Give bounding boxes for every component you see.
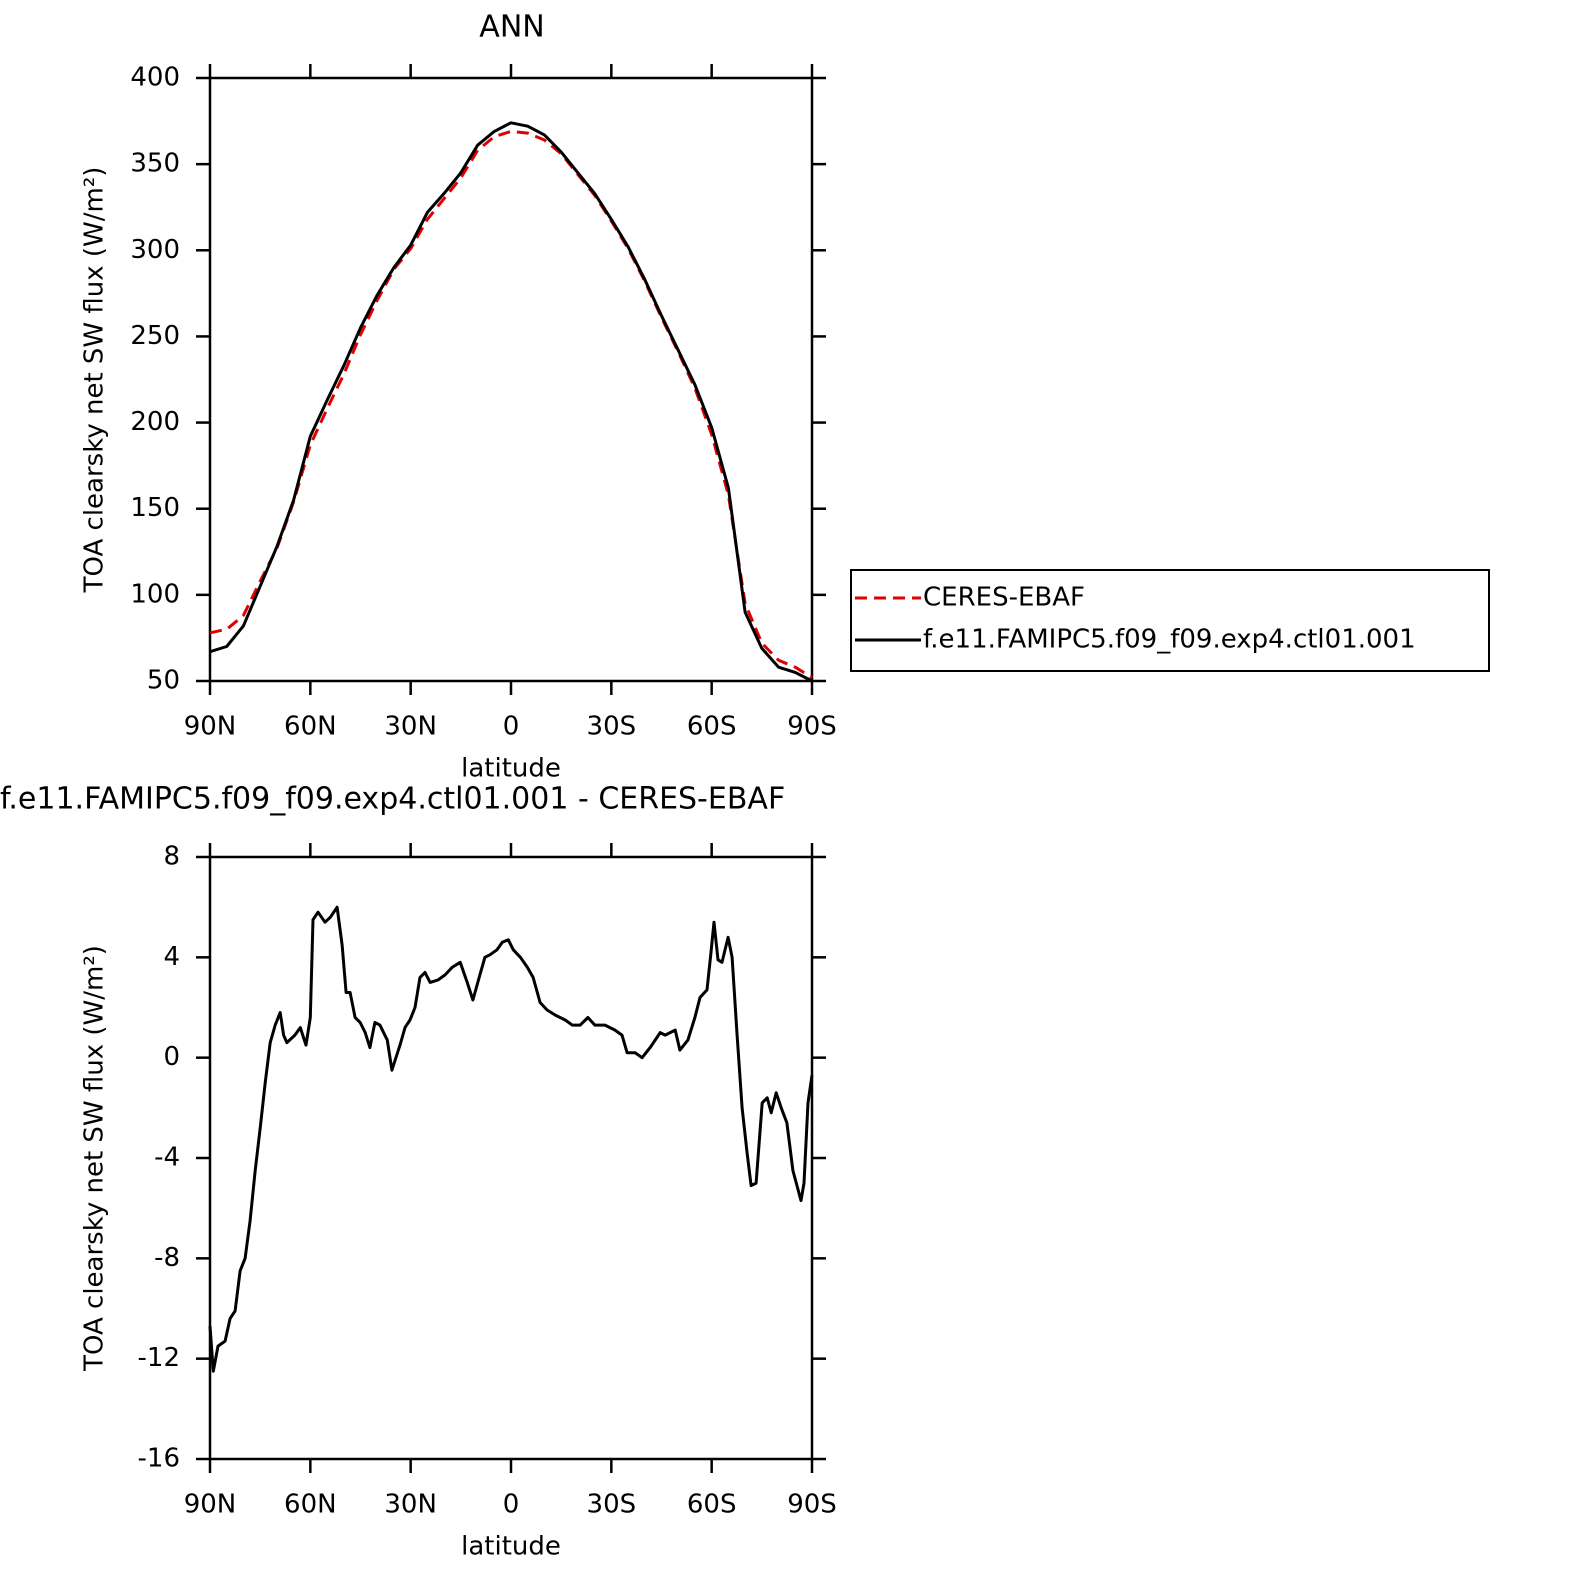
x-tick-label: 60S	[687, 712, 737, 742]
data-line	[209, 129, 813, 679]
x-tick-label: 30N	[384, 1490, 437, 1520]
y-axis-label: TOA clearsky net SW flux (W/m²)	[80, 167, 110, 594]
plot-frame	[208, 855, 814, 1461]
y-tick-label: -12	[138, 1343, 180, 1373]
x-tick-label: 90N	[184, 712, 237, 742]
y-tick-label: 100	[130, 579, 180, 609]
y-tick-label: 8	[163, 842, 180, 872]
y-tick-label: 0	[163, 1042, 180, 1072]
x-tick-label: 30S	[587, 1490, 637, 1520]
legend-label: CERES-EBAF	[923, 583, 1085, 613]
chart-title: f.e11.FAMIPC5.f09_f09.exp4.ctl01.001 - C…	[0, 782, 785, 817]
y-tick-label: 150	[130, 493, 180, 523]
x-tick-label: 60N	[284, 712, 337, 742]
legend-label: f.e11.FAMIPC5.f09_f09.exp4.ctl01.001	[923, 625, 1416, 655]
y-tick-label: -4	[154, 1143, 180, 1173]
data-line	[209, 121, 813, 683]
y-tick-label: -8	[154, 1243, 180, 1273]
x-tick-label: 60N	[284, 1490, 337, 1520]
x-tick-label: 0	[503, 712, 520, 742]
y-tick-label: 250	[130, 321, 180, 351]
y-tick-label: 200	[130, 407, 180, 437]
x-tick-label: 60S	[687, 1490, 737, 1520]
x-tick-label: 90S	[787, 712, 837, 742]
x-axis-label: latitude	[461, 1532, 561, 1562]
data-line	[208, 905, 814, 1373]
x-tick-label: 0	[503, 1490, 520, 1520]
x-tick-label: 30N	[384, 712, 437, 742]
x-tick-label: 30S	[587, 712, 637, 742]
y-tick-label: 300	[130, 235, 180, 265]
y-tick-label: 50	[147, 666, 180, 696]
plot-frame	[208, 76, 814, 683]
chart-title: ANN	[479, 10, 544, 45]
x-axis-label: latitude	[461, 754, 561, 784]
y-tick-label: 350	[130, 149, 180, 179]
legend-box	[850, 569, 1490, 672]
y-tick-label: 4	[163, 942, 180, 972]
y-tick-label: 400	[130, 63, 180, 93]
y-axis-label: TOA clearsky net SW flux (W/m²)	[80, 945, 110, 1372]
x-tick-label: 90N	[184, 1490, 237, 1520]
y-tick-label: -16	[138, 1444, 180, 1474]
x-tick-label: 90S	[787, 1490, 837, 1520]
